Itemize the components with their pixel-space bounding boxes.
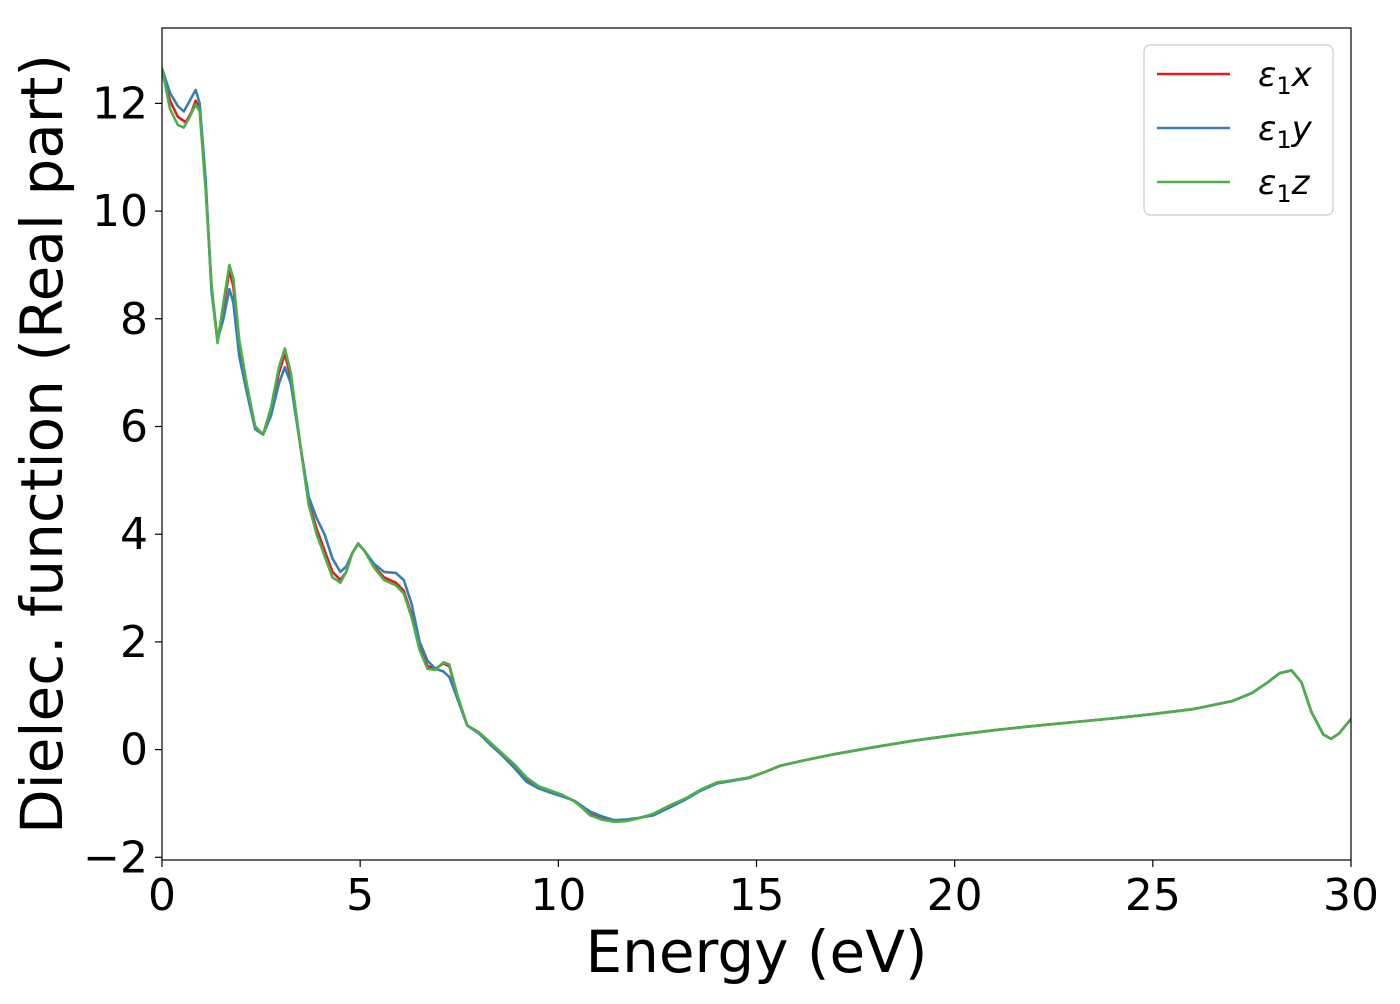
plot-lines — [162, 67, 1351, 824]
y-tick-label: 8 — [120, 294, 148, 345]
y-tick-label: 10 — [92, 186, 148, 237]
y-tick-label: −2 — [83, 832, 148, 883]
y-tick-label: 12 — [92, 78, 148, 129]
x-tick-label: 20 — [927, 870, 983, 921]
x-tick-label: 10 — [530, 870, 586, 921]
y-axis-title: Dielec. function (Real part) — [8, 54, 76, 834]
x-axis: 0 5 10 15 20 25 30 — [148, 860, 1379, 921]
legend: ε1x ε1y ε1z — [1143, 44, 1334, 216]
legend-label-x: ε1x — [1258, 55, 1313, 100]
y-axis: −2 0 2 4 6 8 10 12 — [83, 78, 162, 883]
y-tick-label: 2 — [120, 617, 148, 668]
x-tick-label: 5 — [346, 870, 374, 921]
x-tick-label: 15 — [729, 870, 785, 921]
y-tick-label: 0 — [120, 725, 148, 776]
x-axis-title: Energy (eV) — [585, 918, 927, 986]
y-tick-label: 6 — [120, 401, 148, 452]
x-tick-label: 0 — [148, 870, 176, 921]
legend-box — [1143, 44, 1334, 216]
x-tick-label: 30 — [1323, 870, 1379, 921]
series-line-z — [162, 67, 1351, 824]
legend-label-y: ε1y — [1258, 109, 1313, 154]
legend-label-z: ε1z — [1258, 163, 1311, 208]
x-tick-label: 25 — [1125, 870, 1181, 921]
y-tick-label: 4 — [120, 509, 148, 560]
